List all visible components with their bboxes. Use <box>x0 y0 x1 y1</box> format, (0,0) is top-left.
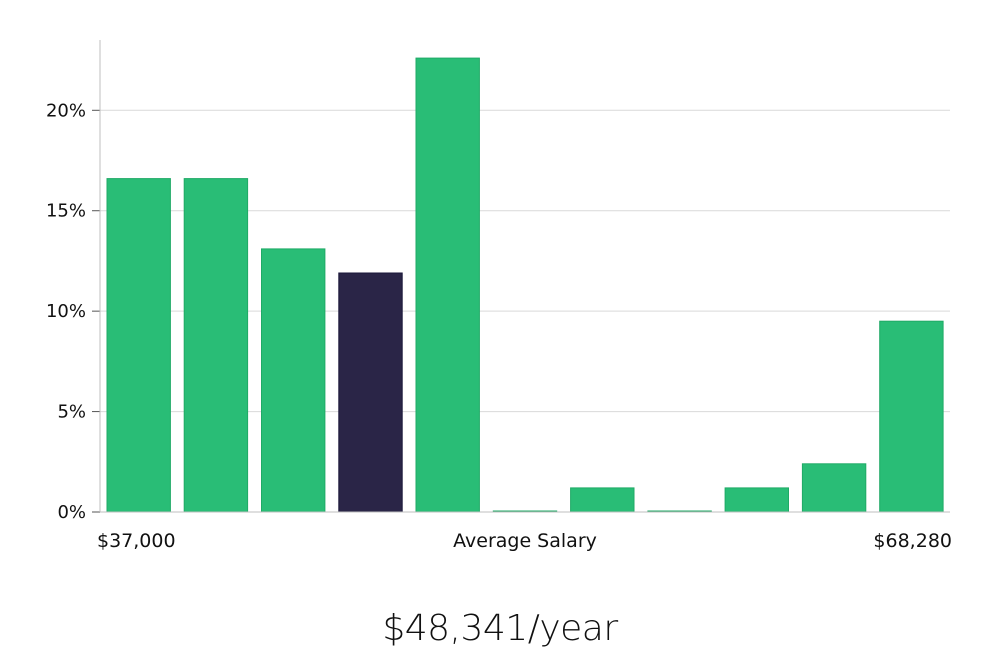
bar <box>801 463 867 513</box>
bar <box>724 487 789 513</box>
salary-distribution-chart: 0% 5% 10% 15% 20% $37,000 Average Salary $68… <box>46 40 952 552</box>
y-tick-label: 10% <box>46 301 86 322</box>
bar <box>183 178 249 513</box>
y-tick-label: 15% <box>46 201 86 222</box>
bar <box>570 487 635 513</box>
y-tick-label: 5% <box>57 402 86 423</box>
average-salary-value: $48,341/year <box>382 608 618 649</box>
histogram-bars <box>106 57 944 513</box>
x-axis-title: Average Salary <box>453 530 597 552</box>
bar <box>415 57 480 513</box>
bar-highlighted <box>338 272 403 513</box>
bar <box>261 248 326 513</box>
y-tick-label: 20% <box>46 100 86 121</box>
x-axis-min-label: $37,000 <box>97 530 176 552</box>
bar <box>106 178 171 513</box>
y-axis-tick-labels: 0% 5% 10% 15% 20% <box>46 100 100 523</box>
y-tick-label: 0% <box>57 502 86 523</box>
x-axis-max-label: $68,280 <box>873 530 952 552</box>
bar <box>879 320 944 513</box>
